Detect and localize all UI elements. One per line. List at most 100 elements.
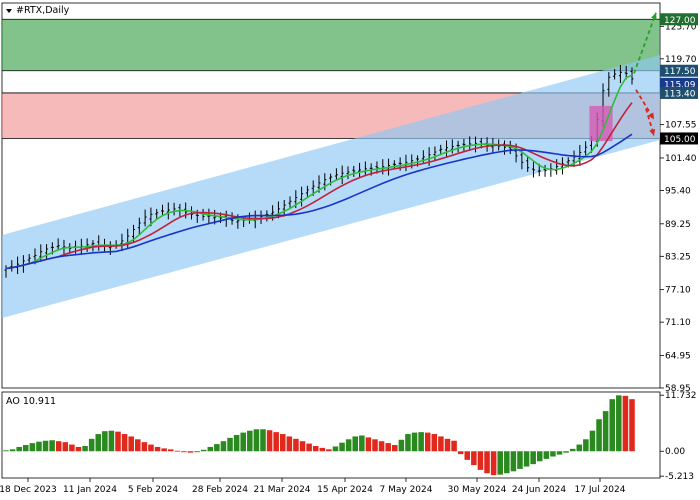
time-tick-label: 21 Mar 2024 [253, 485, 310, 495]
ao-bar [154, 446, 161, 452]
price-badge [660, 132, 698, 145]
ao-bar [233, 435, 240, 452]
time-tick-label: 5 Feb 2024 [128, 485, 179, 495]
ao-bar [602, 411, 609, 452]
ao-bar [352, 436, 359, 452]
time-tick-label: 18 Dec 2023 [0, 485, 57, 495]
ao-bar [16, 446, 22, 452]
ao-bar [95, 434, 102, 452]
ao-bar [36, 441, 42, 452]
ao-bar [220, 441, 227, 452]
price-panel [1, 2, 661, 389]
ao-bar [477, 451, 484, 470]
ao-bar [609, 399, 615, 452]
ao-bar [550, 451, 556, 457]
ao-bar [497, 451, 503, 475]
ao-bar [260, 429, 266, 452]
symbol-title: #RTX,Daily [16, 5, 70, 16]
ao-bar [102, 431, 108, 452]
price-tick-label: 119.70 [665, 55, 697, 65]
ao-bar [128, 436, 134, 452]
time-tick-label: 11 Jan 2024 [63, 485, 117, 495]
ao-bar [55, 441, 62, 452]
ao-bar [504, 451, 510, 474]
ao-bar [569, 448, 576, 452]
ao-bar [200, 449, 207, 452]
price-badge [660, 77, 698, 90]
ao-bar [490, 451, 497, 476]
ao-bar [23, 445, 29, 452]
ao-bar [457, 451, 464, 455]
price-badge-label: 105.00 [664, 135, 696, 145]
ao-bar [227, 437, 233, 452]
time-axis: 18 Dec 2023 11 Jan 2024 5 Feb 2024 28 Feb 2… [0, 478, 626, 495]
ao-bar [135, 439, 141, 452]
ao-bar [279, 434, 286, 452]
price-tick-label: 77.10 [665, 286, 691, 296]
price-badge-label: 113.40 [664, 89, 696, 99]
ao-bar [29, 443, 36, 452]
time-tick-label: 24 Jun 2024 [512, 485, 566, 495]
ao-bar [438, 436, 444, 452]
price-tick-label: 89.25 [665, 220, 691, 230]
ao-bar [543, 451, 550, 459]
ao-bar [444, 438, 451, 452]
indicator-tick-label: 0.00 [665, 447, 685, 457]
ao-bar [365, 437, 372, 452]
ao-bar [293, 438, 299, 452]
ao-bar [299, 441, 306, 452]
price-channel [2, 55, 660, 318]
indicator-label: AO 10.911 [6, 396, 56, 407]
ao-bar [418, 432, 424, 452]
ao-bar [273, 432, 279, 452]
price-tick-label: 101.40 [665, 154, 697, 164]
ao-bar [372, 439, 378, 452]
price-tick-label: 71.10 [665, 318, 691, 328]
ao-bar [536, 451, 543, 462]
indicator-tick-label: -5.213 [665, 472, 694, 482]
highlight-box [589, 105, 613, 142]
ao-bar [240, 432, 246, 452]
ao-bar [319, 447, 326, 452]
symbol-dropdown-icon[interactable] [6, 9, 12, 13]
ao-bar [398, 439, 405, 452]
ao-bar [596, 419, 602, 452]
price-badge-label: 115.09 [664, 80, 696, 90]
ao-bar [207, 446, 214, 452]
ao-bar [148, 444, 154, 452]
ao-bar [411, 432, 418, 452]
ao-bar [161, 448, 167, 452]
ao-bar [306, 443, 312, 452]
ao-bar [484, 451, 490, 474]
ao-bar [332, 446, 339, 452]
ao-bar [345, 439, 352, 452]
forecast-up-arrow-head [650, 12, 657, 20]
ao-bar [359, 435, 365, 452]
price-tick-label: 95.40 [665, 186, 691, 196]
ao-bar [431, 434, 438, 452]
indicator-axis: 11.732 0.00 -5.213 [660, 391, 697, 482]
ao-bar [589, 430, 596, 452]
ao-bar [622, 395, 629, 452]
ao-bar [266, 430, 273, 452]
price-badge [660, 13, 698, 26]
forecast-down-arrow-2-head [649, 128, 656, 136]
ao-bar [121, 434, 128, 452]
indicator-panel [1, 391, 661, 479]
ao-bar [49, 440, 55, 452]
forecast-up-arrow [633, 12, 657, 74]
ao-bar [253, 429, 260, 452]
ao-bar [88, 438, 95, 452]
time-tick-label: 7 May 2024 [380, 485, 433, 495]
ao-bar [82, 445, 88, 452]
ao-bar [616, 395, 622, 452]
ao-bar [392, 445, 398, 452]
price-tick-label: 64.95 [665, 351, 691, 361]
time-tick-label: 28 Feb 2024 [192, 485, 248, 495]
ao-bar [378, 441, 385, 452]
ao-bar [174, 450, 181, 452]
ao-bar [181, 451, 187, 453]
ao-bar [451, 440, 457, 452]
ao-bar [576, 444, 583, 452]
ao-bar [286, 436, 293, 452]
